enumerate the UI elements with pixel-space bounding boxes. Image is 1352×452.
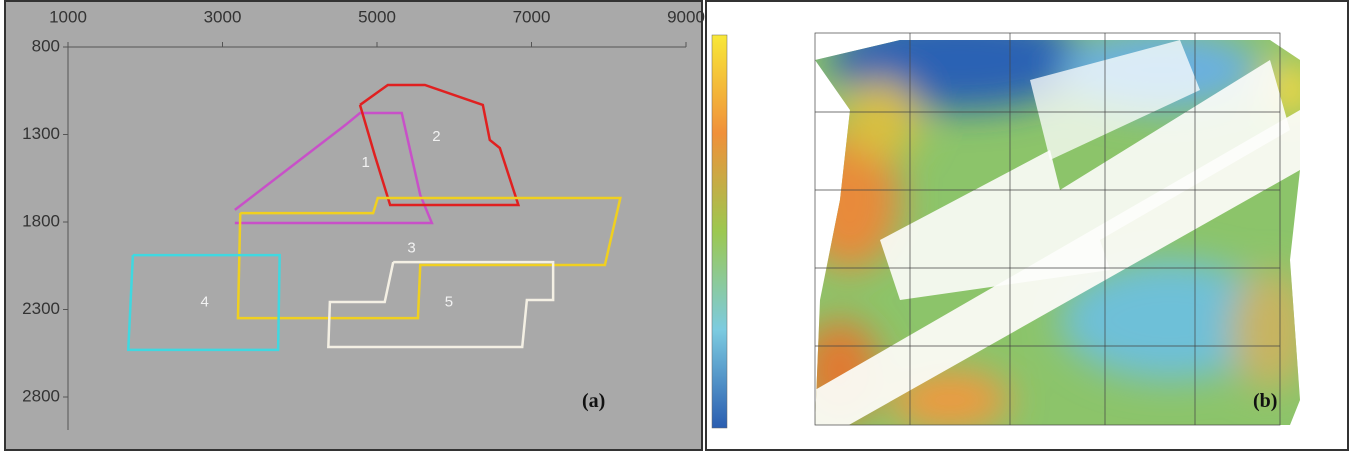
- panel-tag: (a): [582, 390, 605, 412]
- x-tick-label: 3000: [204, 7, 242, 26]
- y-tick-label: 2800: [22, 386, 60, 405]
- y-tick-label: 1800: [22, 211, 60, 230]
- panel-b: (b): [705, 0, 1349, 451]
- survey-outline: [327, 260, 555, 349]
- survey-outline: [126, 253, 281, 352]
- y-tick-label: 2300: [22, 299, 60, 318]
- y-tick-label: 1300: [22, 124, 60, 143]
- panel-tag: (b): [1253, 390, 1277, 412]
- x-tick-label: 5000: [358, 7, 396, 26]
- survey-band: [1030, 40, 1200, 160]
- survey-outline: [358, 83, 521, 207]
- survey-band: [880, 60, 1290, 300]
- survey-outline: [234, 111, 434, 225]
- x-tick-label: 9000: [667, 7, 705, 26]
- panel-frame: [4, 0, 703, 451]
- map-grid: [814, 32, 1281, 426]
- area-label: 4: [201, 293, 209, 310]
- panel-a: (a) 1000 3000 5000 7000 9000 800 1300 1800 2300 2…: [4, 0, 705, 451]
- area-label: 3: [407, 240, 415, 257]
- contour-map: [815, 40, 1300, 425]
- x-tick-label: 7000: [513, 7, 551, 26]
- survey-outline: [236, 196, 622, 320]
- area-label: 5: [445, 294, 453, 311]
- area-label: 2: [432, 128, 440, 145]
- colorbar: [711, 34, 728, 429]
- area-label: 1: [361, 154, 369, 171]
- x-tick-label: 1000: [49, 7, 87, 26]
- y-tick-label: 800: [32, 36, 60, 55]
